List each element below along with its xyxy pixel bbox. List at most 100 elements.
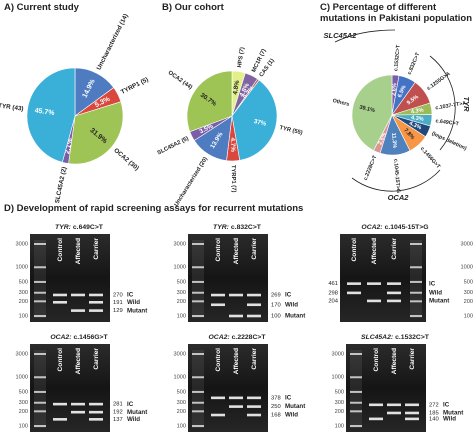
panel-title: D) Development of rapid screening assays… <box>4 203 304 214</box>
ladder-band <box>192 315 204 317</box>
pie-slice <box>68 101 124 165</box>
band-size-label: 191 <box>113 300 123 306</box>
lane-label: Affected <box>371 238 378 264</box>
lane-label: Carrier <box>251 238 258 260</box>
gel-image <box>340 234 426 322</box>
band-type-label: IC <box>443 401 450 408</box>
slice-value-label: 4.3% <box>411 115 424 123</box>
slice-category-label: TYRP1 (5) <box>120 76 150 96</box>
ladder-size-label: 1000 <box>174 265 186 271</box>
group-arc <box>429 55 456 151</box>
gel-gene: OCA2: <box>361 224 382 231</box>
lane-label: Control <box>215 238 222 262</box>
band-size-label: 461 <box>328 281 338 287</box>
band-size-label: 269 <box>271 293 281 299</box>
ladder-size-label: 500 <box>464 279 473 285</box>
gel-gene: TYR: <box>55 224 71 231</box>
ladder-size-label: 3000 <box>16 241 28 247</box>
slice-value-label: 4.3% <box>411 107 425 115</box>
gel-band <box>367 299 381 303</box>
ladder-size-label: 200 <box>464 299 473 305</box>
ladder-band <box>192 353 204 355</box>
slice-value-label: 4.7% <box>229 138 236 153</box>
gel-band <box>387 282 401 285</box>
lane-label: Affected <box>391 348 398 374</box>
ladder-size-label: 1000 <box>16 375 28 381</box>
band-size-label: 298 <box>328 290 338 296</box>
lane-label: Control <box>351 238 358 262</box>
gel-band <box>347 282 361 285</box>
gel-mutation: c.649C>T <box>73 224 104 231</box>
ladder-size-label: 3000 <box>461 241 473 247</box>
band-type-label: Wild <box>127 416 140 423</box>
ladder-band <box>410 315 422 317</box>
ladder-band <box>34 376 46 379</box>
gel-band <box>247 303 261 307</box>
ladder-band <box>192 291 204 294</box>
gel-title: OCA2: c.1456G>T <box>50 334 108 341</box>
gel-band <box>247 405 261 408</box>
band-size-label: 100 <box>271 314 281 320</box>
ladder-size-label: 3000 <box>16 351 28 357</box>
ladder-band <box>410 243 422 245</box>
gel-band <box>211 413 225 417</box>
band-size-label: 204 <box>328 298 338 304</box>
ladder-band <box>410 300 422 303</box>
ladder-band <box>192 410 204 413</box>
gel-band <box>247 413 261 417</box>
ladder-band <box>192 425 204 427</box>
slice-value-label: 6.5% <box>397 85 407 99</box>
band-type-label: IC <box>127 401 134 408</box>
band-type-label: IC <box>285 292 292 299</box>
gel-band <box>53 418 67 421</box>
gel-band <box>387 403 401 407</box>
gel-band <box>229 396 243 400</box>
slice-value-label: 45.7% <box>34 107 55 117</box>
band-type-label: Mutant <box>285 403 305 410</box>
ladder-size-label: 100 <box>177 313 186 319</box>
slice-category-label: c.1456G>T <box>419 146 442 170</box>
ladder-size-label: 200 <box>19 409 28 415</box>
ladder-size-label: 500 <box>335 389 344 395</box>
gel-mutation: c.1456G>T <box>73 334 108 341</box>
ladder-size-label: 200 <box>19 299 28 305</box>
gel-band <box>89 402 103 406</box>
band-type-label: Wild <box>443 416 456 423</box>
ladder-size-label: 300 <box>177 400 186 406</box>
ladder-band <box>410 266 422 269</box>
ladder-size-label: 300 <box>19 290 28 296</box>
ladder-size-label: 300 <box>464 290 473 296</box>
gel-title: SLC45A2: c.1532C>T <box>361 334 430 341</box>
band-size-label: 192 <box>113 410 123 416</box>
band-type-label: Wild <box>285 412 298 419</box>
lane-label: Carrier <box>93 348 100 370</box>
ladder-band <box>350 401 362 404</box>
slice-value-label: 4.8% <box>232 80 241 96</box>
gel-band <box>367 282 381 285</box>
slice-category-label: Others <box>332 98 350 108</box>
ladder-band <box>410 280 422 283</box>
ladder-smear <box>192 350 204 428</box>
band-size-label: 270 <box>113 293 123 299</box>
gel-title: OCA2: c.1045-15T>G <box>361 224 428 231</box>
band-type-label: Wild <box>127 299 140 306</box>
gel-band <box>89 293 103 297</box>
ladder-size-label: 500 <box>177 389 186 395</box>
ladder-band <box>34 300 46 303</box>
lane-label: Carrier <box>391 238 398 260</box>
gel-band <box>405 403 419 407</box>
ladder-band <box>192 390 204 393</box>
gel-band <box>247 293 261 297</box>
slice-value-label: 2.6% <box>391 83 398 96</box>
lane-label: Control <box>215 348 222 372</box>
gel-gene: OCA2: <box>209 334 230 341</box>
slice-category-label: Uncharacterized (14) <box>96 13 130 71</box>
gel-mutation: c.832C>T <box>231 224 262 231</box>
gel-band <box>53 301 67 304</box>
slice-category-label: SLC45A2 (5) <box>157 136 190 157</box>
ladder-band <box>34 410 46 413</box>
lane-label: Affected <box>233 238 240 264</box>
gel-band <box>89 410 103 414</box>
gel-band <box>247 314 261 318</box>
